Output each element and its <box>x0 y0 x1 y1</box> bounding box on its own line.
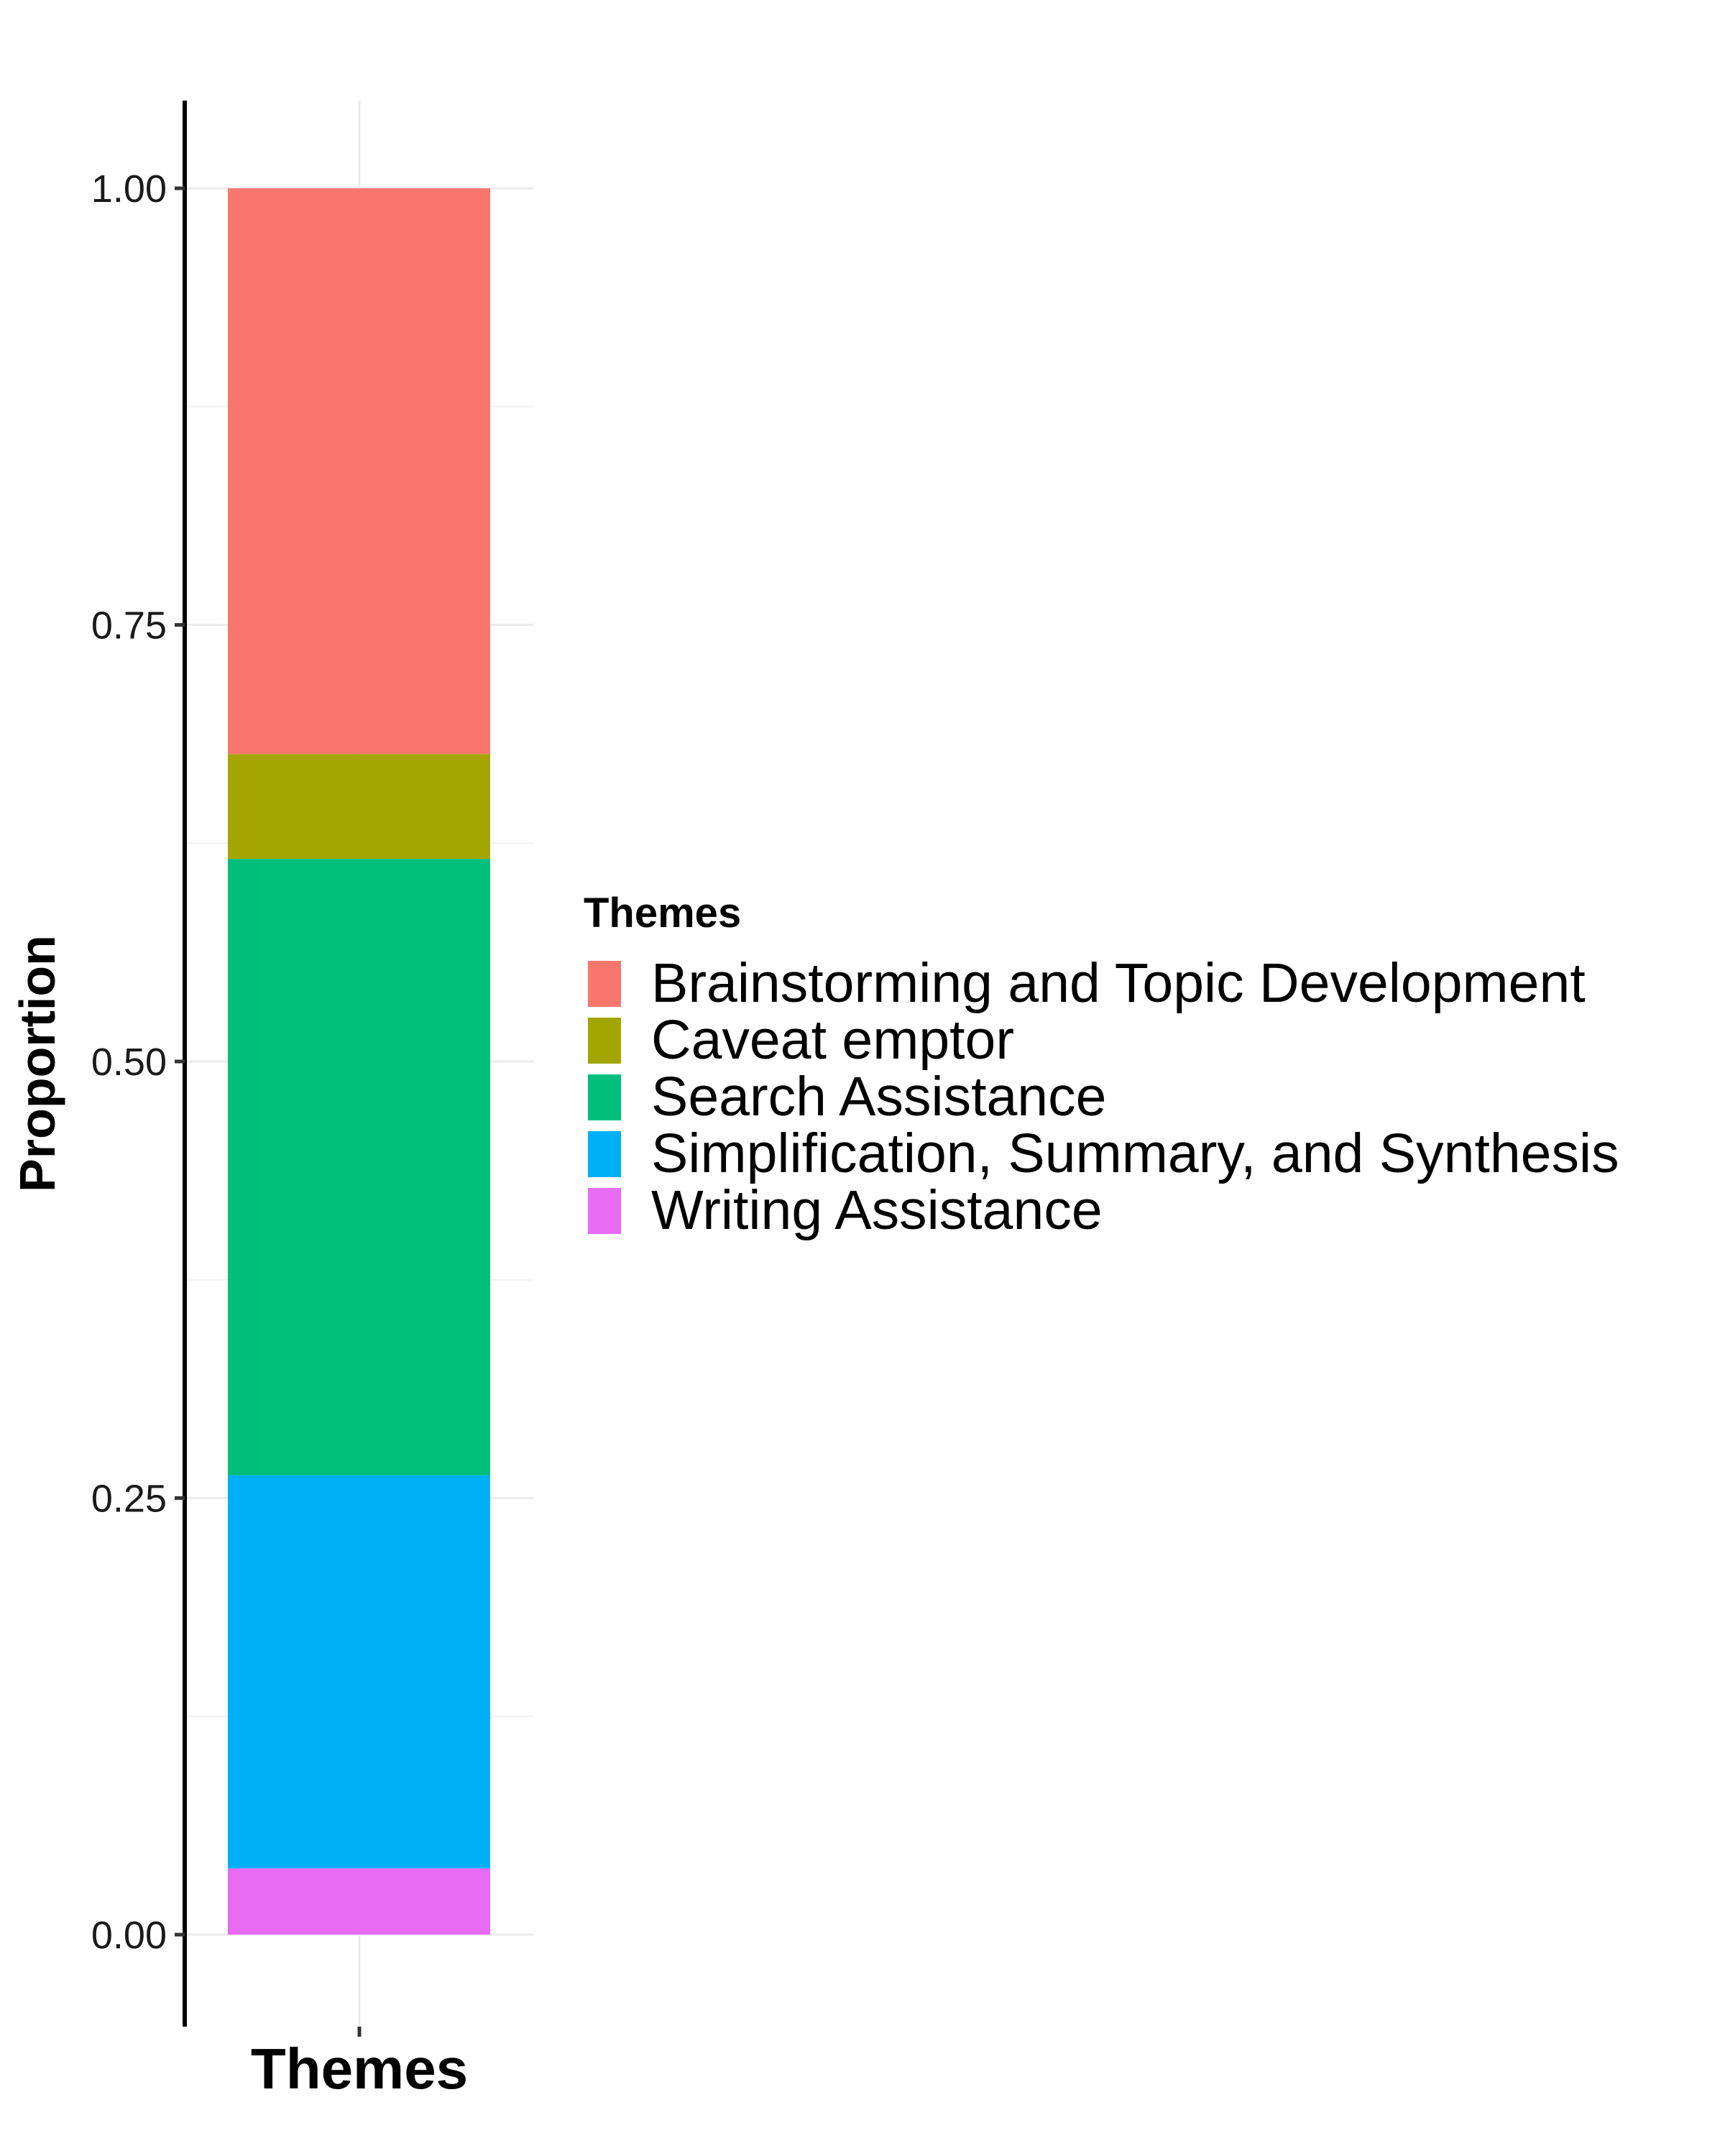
legend-swatch-search-assistance <box>588 1074 621 1120</box>
legend-label-simplification-summary-and-synthesis: Simplification, Summary, and Synthesis <box>651 1123 1619 1184</box>
legend-label-caveat-emptor: Caveat emptor <box>651 1009 1014 1071</box>
legend-swatch-brainstorming-and-topic-development <box>588 961 621 1007</box>
legend-label-writing-assistance: Writing Assistance <box>651 1179 1103 1241</box>
bar-segment-caveat-emptor <box>228 754 490 860</box>
legend-label-brainstorming-and-topic-development: Brainstorming and Topic Development <box>651 952 1586 1014</box>
bar-segment-brainstorming-and-topic-development <box>228 188 490 755</box>
y-tick-label: 0.50 <box>91 1041 167 1084</box>
legend-swatch-simplification-summary-and-synthesis <box>588 1131 621 1177</box>
bar-segment-writing-assistance <box>228 1868 490 1935</box>
y-tick-label: 0.25 <box>91 1478 167 1521</box>
legend-label-search-assistance: Search Assistance <box>651 1066 1106 1128</box>
stacked-bar <box>228 188 490 1935</box>
y-tick-label: 1.00 <box>91 167 167 211</box>
y-tick-label: 0.00 <box>91 1914 167 1957</box>
legend-swatch-writing-assistance <box>588 1188 621 1234</box>
legend-title: Themes <box>584 890 741 936</box>
legend-items: Brainstorming and Topic DevelopmentCavea… <box>588 952 1619 1241</box>
y-tick-label: 0.75 <box>91 604 167 648</box>
y-axis-title: Proportion <box>9 935 65 1192</box>
x-axis-title: Themes <box>251 2037 468 2101</box>
legend-swatch-caveat-emptor <box>588 1018 621 1064</box>
bar-segment-simplification-summary-and-synthesis <box>228 1475 490 1869</box>
legend: Themes Brainstorming and Topic Developme… <box>584 890 1619 1241</box>
bar-segment-search-assistance <box>228 859 490 1475</box>
y-axis-ticks: 0.00 0.25 0.50 0.75 1.00 <box>91 167 185 1957</box>
